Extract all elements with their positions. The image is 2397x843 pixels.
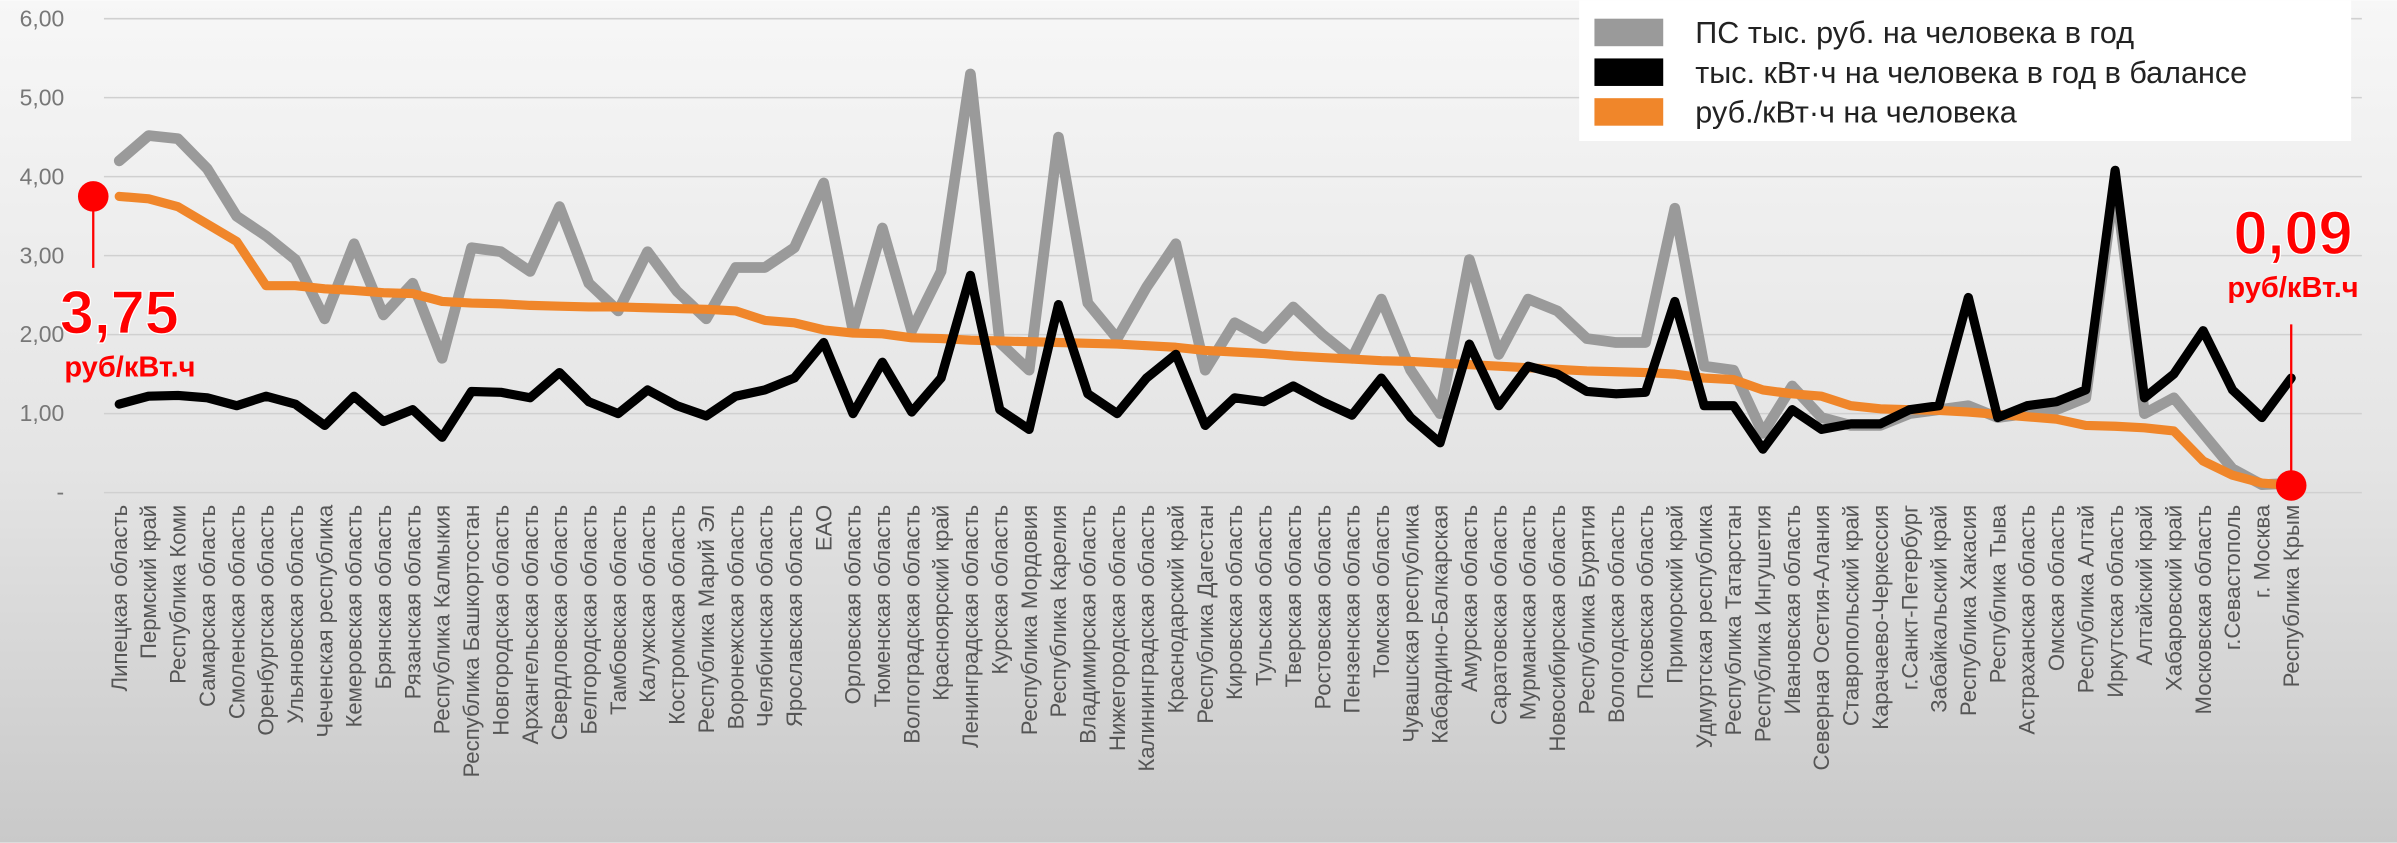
x-tick-label: Северная Осетия-Алания bbox=[1809, 505, 1834, 771]
x-tick-label: Астраханская область bbox=[2015, 505, 2040, 735]
annotation-value: 3,75 bbox=[60, 279, 179, 347]
x-tick-label: Ленинградская область bbox=[958, 505, 983, 748]
annotation-unit: руб/кВт.ч bbox=[2227, 272, 2358, 304]
legend-label: руб./кВт·ч на человека bbox=[1695, 96, 2016, 130]
x-tick-label: ЕАО bbox=[811, 505, 836, 551]
x-tick-label: Республика Коми bbox=[166, 505, 191, 684]
x-tick-label: Омская область bbox=[2044, 505, 2069, 671]
x-tick-label: Республика Башкортостан bbox=[459, 505, 484, 778]
annotation-unit: руб/кВт.ч bbox=[64, 351, 195, 383]
x-tick-label: Республика Алтай bbox=[2073, 505, 2098, 694]
x-tick-label: Псковская область bbox=[1633, 505, 1658, 700]
x-tick-label: Волгоградская область bbox=[899, 505, 924, 744]
x-tick-label: Краснодарский край bbox=[1164, 505, 1189, 714]
legend-box bbox=[1579, 0, 2352, 141]
legend-swatch bbox=[1594, 18, 1664, 47]
x-tick-label: Кемеровская область bbox=[342, 505, 367, 728]
x-tick-label: Тамбовская область bbox=[606, 505, 631, 715]
x-tick-label: Оренбургская область bbox=[254, 505, 279, 736]
x-tick-label: Архангельская область bbox=[518, 505, 543, 745]
x-tick-label: Забайкальский край bbox=[1927, 505, 1952, 713]
x-tick-label: Новосибирская область bbox=[1545, 505, 1570, 752]
x-tick-label: Тюменская область bbox=[870, 505, 895, 708]
highlight-dot bbox=[2275, 470, 2307, 501]
x-tick-label: Вологодская область bbox=[1604, 505, 1629, 723]
x-tick-label: Мурманская область bbox=[1516, 505, 1541, 720]
x-tick-label: Чувашская республика bbox=[1398, 504, 1423, 742]
annotation-value: 0,09 bbox=[2234, 199, 2353, 267]
x-tick-label: Республика Карелия bbox=[1046, 505, 1071, 718]
y-tick-label: 1,00 bbox=[20, 400, 65, 426]
x-tick-label: Карачаево-Черкессия bbox=[1868, 505, 1893, 730]
x-tick-label: Курская область bbox=[987, 505, 1012, 675]
x-tick-label: Удмуртская республика bbox=[1692, 504, 1717, 748]
x-tick-label: Алтайский край bbox=[2132, 505, 2157, 666]
x-tick-label: Белгородская область bbox=[576, 505, 601, 735]
x-tick-label: Воронежская область bbox=[723, 505, 748, 730]
x-tick-label: Республика Бурятия bbox=[1574, 505, 1599, 715]
x-tick-label: Ульяновская область bbox=[283, 505, 308, 724]
x-tick-label: Владимирская область bbox=[1075, 505, 1100, 744]
x-tick-label: Республика Крым bbox=[2279, 505, 2304, 688]
y-tick-label: 2,00 bbox=[20, 321, 65, 347]
x-tick-label: Орловская область bbox=[841, 505, 866, 705]
x-tick-label: Республика Калмыкия bbox=[430, 505, 455, 735]
y-tick-label: 6,00 bbox=[20, 5, 65, 31]
x-tick-label: Ростовская область bbox=[1310, 505, 1335, 710]
x-tick-label: Хабаровский край bbox=[2161, 505, 2186, 691]
x-tick-label: Нижегородская область bbox=[1105, 505, 1130, 751]
x-tick-label: Республика Тыва bbox=[1985, 504, 2010, 683]
x-tick-label: Томская область bbox=[1369, 505, 1394, 678]
x-tick-label: Амурская область bbox=[1457, 505, 1482, 692]
x-tick-label: Ярославская область bbox=[782, 505, 807, 727]
x-tick-label: Кабардино-Балкарская bbox=[1428, 505, 1453, 744]
x-tick-label: Смоленская область bbox=[224, 505, 249, 719]
x-tick-label: Брянская область bbox=[371, 505, 396, 690]
x-tick-label: Калининградская область bbox=[1134, 505, 1159, 772]
y-tick-label: - bbox=[57, 479, 65, 505]
legend-label: тыс. кВт·ч на человека в год в балансе bbox=[1695, 56, 2247, 90]
y-tick-label: 5,00 bbox=[20, 84, 65, 110]
x-tick-label: Липецкая область bbox=[107, 505, 132, 692]
x-tick-label: Кировская область bbox=[1222, 505, 1247, 700]
x-tick-label: Ставропольский край bbox=[1839, 505, 1864, 726]
x-tick-label: Тульская область bbox=[1252, 505, 1277, 686]
legend-swatch bbox=[1594, 98, 1664, 126]
x-tick-label: Саратовская область bbox=[1486, 505, 1511, 725]
x-tick-label: Пензенская область bbox=[1340, 505, 1365, 714]
legend: ПС тыс. руб. на человека в год тыс. кВт·ч… bbox=[1579, 0, 2352, 141]
x-tick-label: Республика Марий Эл bbox=[694, 505, 719, 734]
x-tick-label: Костромская область bbox=[665, 505, 690, 725]
x-tick-label: Иркутская область bbox=[2103, 505, 2128, 698]
x-tick-label: Пермский край bbox=[136, 505, 161, 659]
x-tick-label: Республика Хакасия bbox=[1956, 505, 1981, 716]
x-tick-label: Свердловская область bbox=[547, 505, 572, 740]
legend-label: ПС тыс. руб. на человека в год bbox=[1695, 16, 2134, 50]
x-tick-label: Республика Дагестан bbox=[1193, 505, 1218, 724]
x-tick-label: Республика Татарстан bbox=[1721, 505, 1746, 736]
x-tick-label: Приморский край bbox=[1662, 505, 1687, 684]
y-tick-label: 4,00 bbox=[20, 163, 65, 189]
x-tick-label: Республика Мордовия bbox=[1017, 505, 1042, 735]
y-tick-label: 3,00 bbox=[20, 242, 65, 268]
x-tick-label: Новгородская область bbox=[488, 505, 513, 736]
x-tick-label: Калужская область bbox=[635, 505, 660, 703]
x-tick-label: Чеченская республика bbox=[312, 504, 337, 737]
x-tick-label: Рязанская область bbox=[400, 505, 425, 700]
highlight-dot bbox=[77, 181, 109, 212]
x-tick-label: Челябинская область bbox=[753, 505, 778, 727]
x-tick-label: Московская область bbox=[2191, 505, 2216, 715]
x-tick-label: Красноярский край bbox=[929, 505, 954, 701]
legend-swatch bbox=[1594, 58, 1664, 86]
x-tick-label: г.Севастополь bbox=[2220, 505, 2245, 650]
x-tick-label: Самарская область bbox=[195, 505, 220, 707]
x-tick-label: Республика Ингушетия bbox=[1751, 505, 1776, 742]
x-tick-label: Ивановская область bbox=[1780, 505, 1805, 715]
x-tick-label: Тверская область bbox=[1281, 505, 1306, 688]
series-line bbox=[114, 165, 2296, 454]
x-tick-label: г. Москва bbox=[2250, 504, 2275, 598]
x-tick-label: г.Санкт-Петербург bbox=[1897, 505, 1922, 690]
